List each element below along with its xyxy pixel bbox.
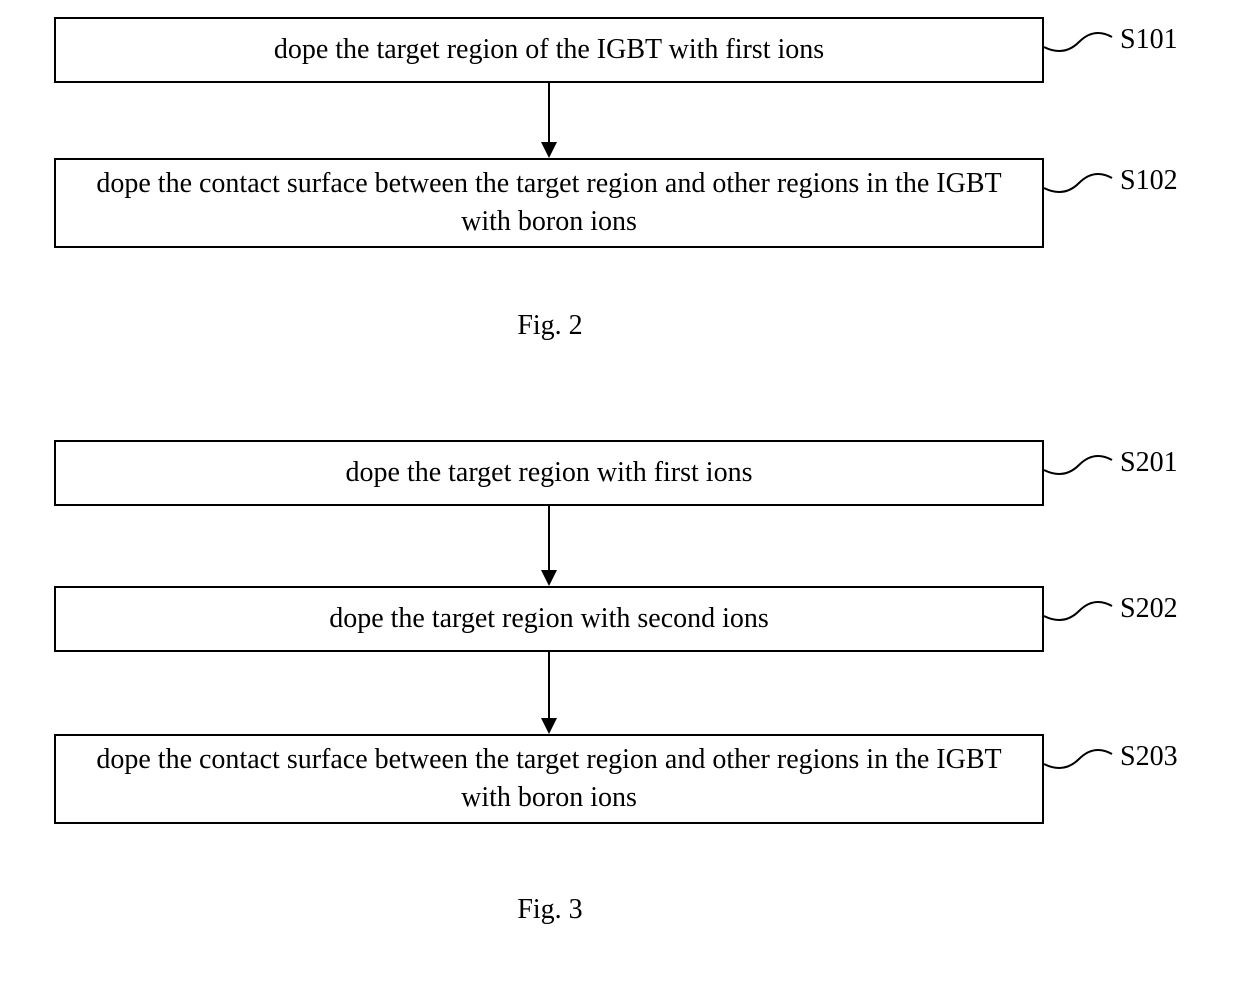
flowchart-arrow <box>548 83 550 143</box>
flowchart-arrowhead <box>541 570 557 586</box>
flowchart-node-s101: dope the target region of the IGBT with … <box>54 17 1044 83</box>
flowchart-node-text: dope the target region with first ions <box>346 454 753 492</box>
step-label-s201: S201 <box>1120 447 1178 479</box>
flowchart-arrowhead <box>541 718 557 734</box>
connector-curve <box>1044 17 1124 67</box>
flowchart-node-s202: dope the target region with second ions <box>54 586 1044 652</box>
step-label-s102: S102 <box>1120 165 1178 197</box>
flowchart-arrowhead <box>541 142 557 158</box>
figure-caption-2: Fig. 2 <box>0 310 1100 342</box>
flowchart-arrow <box>548 506 550 570</box>
flowchart-node-text: dope the target region of the IGBT with … <box>274 31 824 69</box>
step-label-s202: S202 <box>1120 593 1178 625</box>
connector-curve <box>1044 158 1124 208</box>
flowchart-node-text: dope the contact surface between the tar… <box>72 165 1026 241</box>
flowchart-node-text: dope the target region with second ions <box>329 600 769 638</box>
connector-curve <box>1044 586 1124 636</box>
flowchart-node-text: dope the contact surface between the tar… <box>72 741 1026 817</box>
flowchart-node-s203: dope the contact surface between the tar… <box>54 734 1044 824</box>
connector-curve <box>1044 440 1124 490</box>
flowchart-node-s201: dope the target region with first ions <box>54 440 1044 506</box>
step-label-s203: S203 <box>1120 741 1178 773</box>
step-label-s101: S101 <box>1120 24 1178 56</box>
connector-curve <box>1044 734 1124 784</box>
flowchart-arrow <box>548 652 550 718</box>
flowchart-node-s102: dope the contact surface between the tar… <box>54 158 1044 248</box>
figure-caption-3: Fig. 3 <box>0 894 1100 926</box>
